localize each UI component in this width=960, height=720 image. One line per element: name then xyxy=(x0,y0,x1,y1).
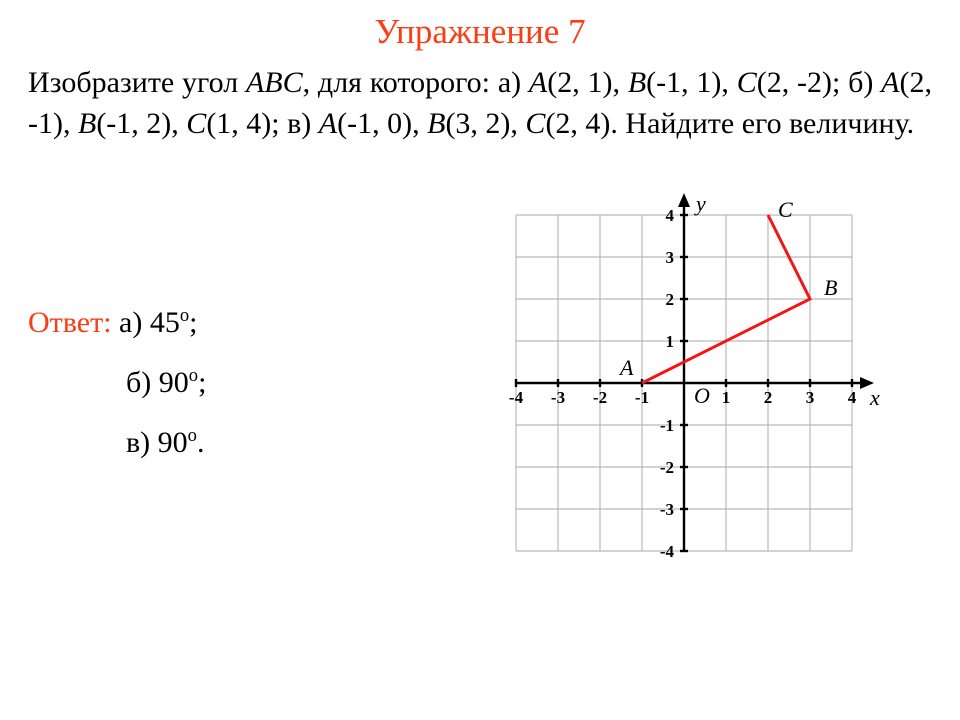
degree-symbol: о xyxy=(189,365,198,386)
answer-c-value: 90 xyxy=(158,426,188,459)
svg-text:4: 4 xyxy=(848,388,857,407)
svg-text:-1: -1 xyxy=(660,416,674,435)
answer-c-suffix: . xyxy=(197,426,205,459)
answer-a-prefix: а) xyxy=(119,306,150,339)
svg-text:x: x xyxy=(869,385,880,410)
svg-text:1: 1 xyxy=(722,388,731,407)
answer-a-value: 45 xyxy=(150,306,180,339)
svg-text:3: 3 xyxy=(666,248,675,267)
svg-text:-4: -4 xyxy=(509,388,524,407)
svg-text:A: A xyxy=(618,355,634,380)
svg-text:O: O xyxy=(694,383,710,408)
answer-b-prefix: б) xyxy=(126,366,159,399)
svg-text:-1: -1 xyxy=(635,388,649,407)
exercise-title: Упражнение 7 xyxy=(28,12,932,52)
answer-label: Ответ: xyxy=(28,306,112,339)
svg-text:y: y xyxy=(694,191,706,216)
svg-text:-4: -4 xyxy=(660,542,675,561)
svg-text:3: 3 xyxy=(806,388,815,407)
svg-text:-2: -2 xyxy=(593,388,607,407)
answers-block: Ответ: а) 45о; б) 90о; в) 90о. xyxy=(28,185,448,473)
svg-text:B: B xyxy=(824,275,837,300)
problem-text: Изобразите угол ABC, для которого: а) A(… xyxy=(28,62,932,145)
answer-b-value: 90 xyxy=(159,366,189,399)
answer-a-suffix: ; xyxy=(189,306,197,339)
svg-text:-2: -2 xyxy=(660,458,674,477)
degree-symbol: о xyxy=(180,305,189,326)
svg-text:-3: -3 xyxy=(551,388,565,407)
svg-text:2: 2 xyxy=(666,290,675,309)
answer-c: в) 90о. xyxy=(28,413,448,473)
svg-text:4: 4 xyxy=(666,206,675,225)
svg-text:C: C xyxy=(778,197,793,222)
answer-c-prefix: в) xyxy=(126,426,158,459)
svg-text:1: 1 xyxy=(666,332,675,351)
degree-symbol: о xyxy=(188,425,197,446)
graph-container: -4 -3 -2 -1 1 2 3 4 -4 -3 -2 -1 1 2 3 4 Ox y A B C xyxy=(448,185,932,573)
content-row: Ответ: а) 45о; б) 90о; в) 90о. -4-3-2-11… xyxy=(28,185,932,573)
answer-b-suffix: ; xyxy=(198,366,206,399)
svg-text:-3: -3 xyxy=(660,500,674,519)
svg-text:2: 2 xyxy=(764,388,773,407)
coordinate-graph: -4 -3 -2 -1 1 2 3 4 -4 -3 -2 -1 1 2 3 4 Ox y A B C xyxy=(494,185,886,573)
answer-a: Ответ: а) 45о; xyxy=(28,293,448,353)
answer-b: б) 90о; xyxy=(28,353,448,413)
